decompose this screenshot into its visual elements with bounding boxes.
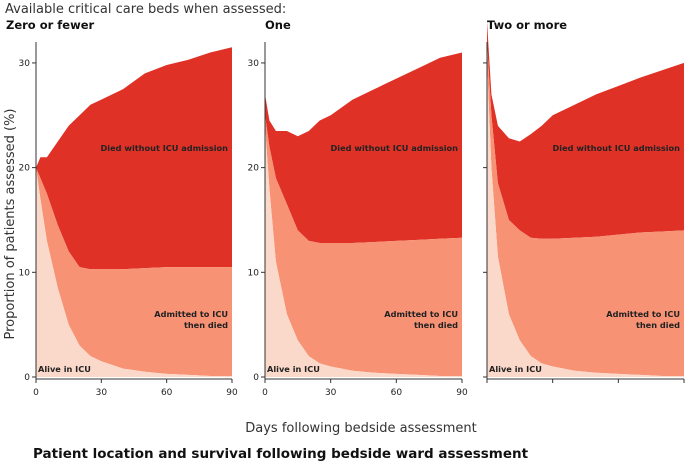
label-admitted-line2: then died — [636, 320, 680, 330]
chart-supertitle: Available critical care beds when assess… — [5, 2, 286, 17]
y-tick-label: 0 — [24, 373, 30, 383]
y-axis-label: Proportion of patients assessed (%) — [3, 109, 18, 340]
x-tick-label: 0 — [262, 388, 268, 398]
label-died-without-icu: Died without ICU admission — [101, 143, 229, 153]
panel-title: Zero or fewer — [6, 18, 95, 32]
panel-1: Zero or fewer 0 10 20 30 0 30 60 90 Died without … — [6, 18, 238, 398]
label-alive-in-icu: Alive in ICU — [489, 364, 542, 374]
x-tick-label: 30 — [325, 388, 337, 398]
area-alive-in-icu — [487, 62, 684, 378]
y-tick-label: 20 — [19, 164, 31, 174]
label-admitted-line2: then died — [184, 320, 228, 330]
panel-3: Two or more Died without ICU admission Adm… — [483, 18, 685, 383]
x-axis-label: Days following bedside assessment — [245, 421, 476, 436]
label-admitted-line1: Admitted to ICU — [606, 309, 680, 319]
y-tick-label: 0 — [253, 373, 259, 383]
area-alive-in-icu — [265, 125, 462, 377]
x-tick-label: 30 — [96, 388, 108, 398]
x-tick-label: 0 — [33, 388, 39, 398]
area-died-without-icu — [36, 47, 232, 270]
y-tick-label: 10 — [248, 268, 260, 278]
y-tick-label: 10 — [19, 268, 31, 278]
label-died-without-icu: Died without ICU admission — [331, 143, 459, 153]
panels-group: Zero or fewer 0 10 20 30 0 30 60 90 Died without … — [6, 18, 685, 398]
area-died-without-icu — [265, 52, 462, 243]
y-tick-label: 20 — [248, 164, 260, 174]
label-admitted-line1: Admitted to ICU — [154, 309, 228, 319]
label-alive-in-icu: Alive in ICU — [38, 364, 91, 374]
label-alive-in-icu: Alive in ICU — [267, 364, 320, 374]
panel-title: Two or more — [487, 18, 567, 32]
label-died-without-icu: Died without ICU admission — [553, 143, 681, 153]
label-admitted-line2: then died — [414, 320, 458, 330]
x-tick-label: 90 — [226, 388, 238, 398]
area-alive-in-icu — [36, 167, 232, 377]
x-tick-label: 60 — [391, 388, 403, 398]
panel-title: One — [265, 18, 291, 32]
y-tick-label: 30 — [19, 59, 31, 69]
area-admitted-then-died — [36, 167, 232, 376]
area-died-without-icu — [487, 21, 684, 239]
x-tick-label: 60 — [161, 388, 173, 398]
x-tick-label: 90 — [456, 388, 468, 398]
area-admitted-then-died — [487, 42, 684, 376]
figure-caption: Patient location and survival following … — [33, 446, 529, 462]
y-tick-label: 30 — [248, 59, 260, 69]
panel-2: One 0 10 20 30 0 30 60 90 Died without ICU admiss… — [248, 18, 468, 398]
label-admitted-line1: Admitted to ICU — [384, 309, 458, 319]
area-admitted-then-died — [265, 115, 462, 377]
